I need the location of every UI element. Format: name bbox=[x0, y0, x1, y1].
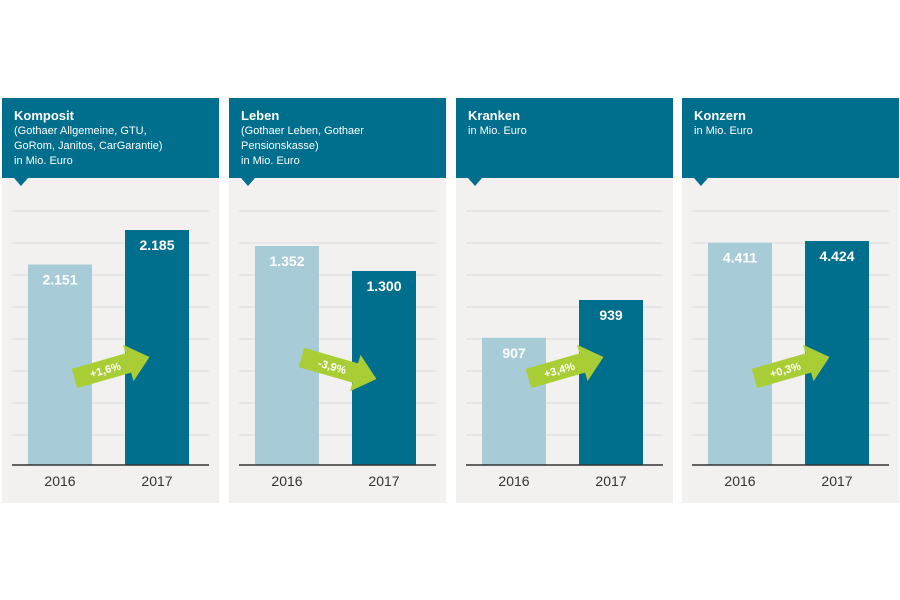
bar-value-label: 939 bbox=[599, 307, 623, 323]
bar-2016 bbox=[482, 337, 546, 465]
bar-2017 bbox=[125, 230, 189, 465]
panel-subtitle-line: Pensionskasse) bbox=[241, 140, 319, 152]
bar-value-label: 4.411 bbox=[723, 250, 757, 266]
arrow-shape bbox=[298, 347, 377, 392]
panel-subtitle-line: in Mio. Euro bbox=[14, 155, 73, 167]
bar-2017 bbox=[579, 300, 643, 465]
panel-subtitle-line: in Mio. Euro bbox=[468, 125, 527, 137]
x-tick-label: 2016 bbox=[724, 473, 755, 489]
arrow-shape bbox=[525, 344, 604, 389]
bar-chart: 907 2016 939 2017 +3,4% bbox=[466, 210, 663, 489]
panel-header: Konzern in Mio. Euro bbox=[682, 98, 899, 186]
bar-value-label: 1.352 bbox=[269, 253, 304, 269]
bar-chart: 1.352 2016 1.300 2017 -3,9% bbox=[239, 210, 436, 489]
x-tick-label: 2016 bbox=[271, 473, 302, 489]
x-tick-label: 2016 bbox=[498, 473, 529, 489]
panel-kranken: Kranken in Mio. Euro 907 2016 939 2017 +3,4% bbox=[456, 98, 673, 503]
panel-subtitle-line: (Gothaer Allgemeine, GTU, bbox=[14, 125, 147, 137]
panel-subtitle-line: (Gothaer Leben, Gothaer bbox=[241, 125, 364, 137]
bar-value-label: 4.424 bbox=[819, 248, 854, 264]
panel-subtitle-line: in Mio. Euro bbox=[694, 125, 753, 137]
x-tick-label: 2017 bbox=[595, 473, 626, 489]
panel-subtitle-line: GoRom, Janitos, CarGarantie) bbox=[14, 140, 163, 152]
bar-chart: 4.411 2016 4.424 2017 +0,3% bbox=[692, 210, 889, 489]
x-tick-label: 2017 bbox=[141, 473, 172, 489]
change-arrow-icon: +0,3% bbox=[751, 344, 830, 389]
bar-2016 bbox=[708, 242, 772, 465]
bar-2016 bbox=[28, 264, 92, 465]
panel-header: Kranken in Mio. Euro bbox=[456, 98, 673, 186]
header-pointer-icon bbox=[14, 178, 28, 186]
change-arrow-icon: +3,4% bbox=[525, 344, 604, 389]
bar-value-label: 2.185 bbox=[139, 237, 174, 253]
panel-komposit: Komposit (Gothaer Allgemeine, GTU, GoRom… bbox=[2, 98, 219, 503]
panel-subtitle-line: in Mio. Euro bbox=[241, 155, 300, 167]
header-pointer-icon bbox=[694, 178, 708, 186]
change-arrow-icon: +1,6% bbox=[71, 344, 150, 389]
header-pointer-icon bbox=[241, 178, 255, 186]
arrow-shape bbox=[71, 344, 150, 389]
panel-konzern: Konzern in Mio. Euro 4.411 2016 4.424 2017 +… bbox=[682, 98, 899, 503]
bar-value-label: 907 bbox=[502, 345, 526, 361]
bar-value-label: 1.300 bbox=[366, 278, 401, 294]
panel-title: Kranken bbox=[468, 108, 521, 123]
panel-leben: Leben (Gothaer Leben, Gothaer Pensionska… bbox=[229, 98, 446, 503]
header-pointer-icon bbox=[468, 178, 482, 186]
bar-chart: 2.151 2016 2.185 2017 +1,6% bbox=[12, 210, 209, 489]
arrow-shape bbox=[751, 344, 830, 389]
panel-header: Komposit (Gothaer Allgemeine, GTU, GoRom… bbox=[2, 98, 219, 186]
panel-header: Leben (Gothaer Leben, Gothaer Pensionska… bbox=[229, 98, 446, 186]
bar-value-label: 2.151 bbox=[42, 272, 77, 288]
panel-title: Leben bbox=[241, 108, 280, 123]
panel-title: Konzern bbox=[694, 108, 746, 123]
x-tick-label: 2016 bbox=[44, 473, 75, 489]
panel-title: Komposit bbox=[14, 108, 74, 123]
x-tick-label: 2017 bbox=[368, 473, 399, 489]
x-tick-label: 2017 bbox=[821, 473, 852, 489]
change-arrow-icon: -3,9% bbox=[298, 347, 377, 392]
